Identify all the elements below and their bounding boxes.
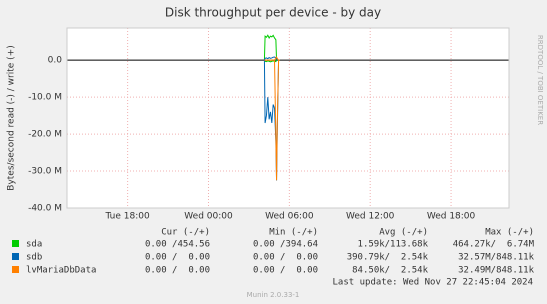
legend-label: sdb (26, 253, 42, 263)
legend-header: Min (-/+) (269, 228, 318, 238)
last-update: Last update: Wed Nov 27 22:45:04 2024 (333, 278, 533, 288)
legend-value: 0.00 / 0.00 (253, 253, 318, 263)
legend-header: Avg (-/+) (379, 228, 428, 238)
x-tick-label: Wed 12:00 (346, 212, 395, 222)
y-tick-label: -30.0 M (28, 167, 62, 177)
legend-value: 390.79k/ 2.54k (347, 253, 429, 263)
legend-value: 0.00 /394.64 (253, 240, 318, 250)
series-line (263, 56, 280, 61)
legend-header: Cur (-/+) (161, 228, 210, 238)
legend-value: 1.59k/113.68k (358, 240, 429, 250)
legend-header: Max (-/+) (485, 228, 534, 238)
legend-value: 84.50k/ 2.54k (352, 266, 428, 276)
legend-value: 32.57M/848.11k (458, 253, 534, 263)
x-tick-label: Wed 06:00 (265, 212, 314, 222)
y-tick-label: 0.0 (48, 56, 63, 66)
chart-title: Disk throughput per device - by day (165, 6, 381, 20)
legend-value: 0.00 / 0.00 (145, 253, 210, 263)
legend-label: sda (26, 240, 42, 250)
y-axis-label: Bytes/second read (-) / write (+) (7, 45, 17, 190)
legend-swatch (12, 253, 19, 260)
legend-swatch (12, 240, 19, 247)
y-tick-label: -40.0 M (28, 204, 62, 214)
legend-value: 0.00 / 0.00 (145, 266, 210, 276)
series-line (264, 59, 280, 181)
legend-value: 0.00 /454.56 (145, 240, 210, 250)
x-tick-label: Wed 18:00 (427, 212, 476, 222)
plot-border (66, 27, 510, 209)
x-tick-label: Tue 18:00 (105, 212, 150, 222)
legend-label: lvMariaDbData (26, 266, 96, 276)
y-tick-label: -20.0 M (28, 130, 62, 140)
legend-value: 32.49M/848.11k (458, 266, 534, 276)
legend-swatch (12, 266, 19, 273)
legend-value: 0.00 / 0.00 (253, 266, 318, 276)
watermark: RRDTOOL / TOBI OETIKER (536, 35, 544, 125)
plot-area (67, 28, 509, 208)
x-tick-label: Wed 00:00 (184, 212, 233, 222)
y-tick-label: -10.0 M (28, 93, 62, 103)
footer: Munin 2.0.33-1 (247, 291, 300, 299)
legend-value: 464.27k/ 6.74M (453, 240, 535, 250)
